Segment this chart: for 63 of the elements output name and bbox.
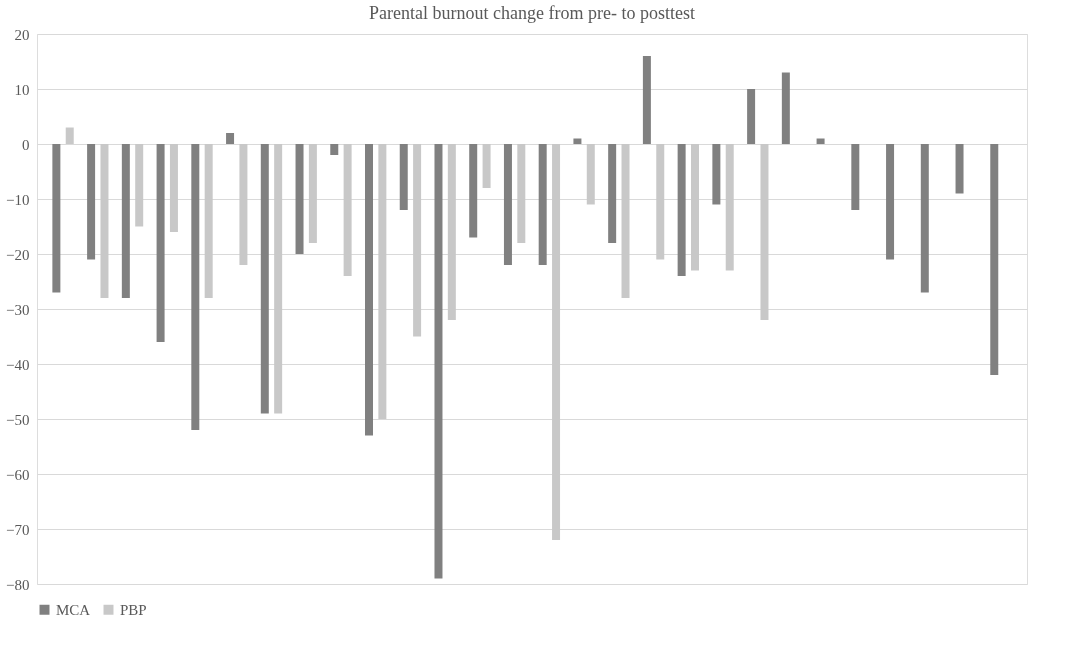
legend-label: PBP [120,601,147,618]
bar [295,144,304,254]
bar [226,133,235,144]
bar [851,144,860,210]
bar [608,144,617,243]
bar [447,144,456,320]
bar [760,144,769,320]
y-tick-label: 0 [22,136,30,153]
y-tick-label: −50 [6,411,30,428]
bar [816,138,825,144]
bar [552,144,561,540]
bar [260,144,269,414]
bar [239,144,248,265]
bar [308,144,317,243]
bar [517,144,526,243]
y-tick-label: 10 [14,81,30,98]
chart-title: Parental burnout change from pre- to posttest [369,3,695,23]
bar [503,144,512,265]
bar [156,144,165,342]
bar [274,144,283,414]
y-tick-label: −70 [6,521,30,538]
bar [712,144,721,205]
y-tick-label: −20 [6,246,30,263]
y-tick-label: −60 [6,466,30,483]
bar [955,144,964,194]
bar [642,56,651,144]
bar [330,144,339,155]
y-tick-label: −80 [6,576,30,593]
bar [204,144,213,298]
bar [65,127,74,144]
bar [87,144,96,260]
bar [434,144,443,579]
y-tick-label: −40 [6,356,30,373]
bar [413,144,422,337]
bar [538,144,547,265]
y-tick-label: −10 [6,191,30,208]
bar [191,144,200,430]
bar [469,144,478,238]
bar [691,144,699,271]
bar [573,138,582,144]
bar [135,144,144,227]
bar [656,144,665,260]
bar [121,144,130,298]
legend-label: MCA [56,601,91,618]
bar [621,144,630,298]
y-tick-label: 20 [14,26,30,43]
y-tick-label: −30 [6,301,30,318]
bar [399,144,408,210]
bar [52,144,61,293]
bar [482,144,491,188]
bar [747,89,756,144]
bar [169,144,178,232]
bar [920,144,929,293]
bar [586,144,595,205]
bar [365,144,373,436]
bar [990,144,999,375]
bar [677,144,686,276]
bar [343,144,352,276]
bar [781,72,790,144]
bar [100,144,109,298]
bar [886,144,895,260]
bar [725,144,734,271]
bar [378,144,387,419]
